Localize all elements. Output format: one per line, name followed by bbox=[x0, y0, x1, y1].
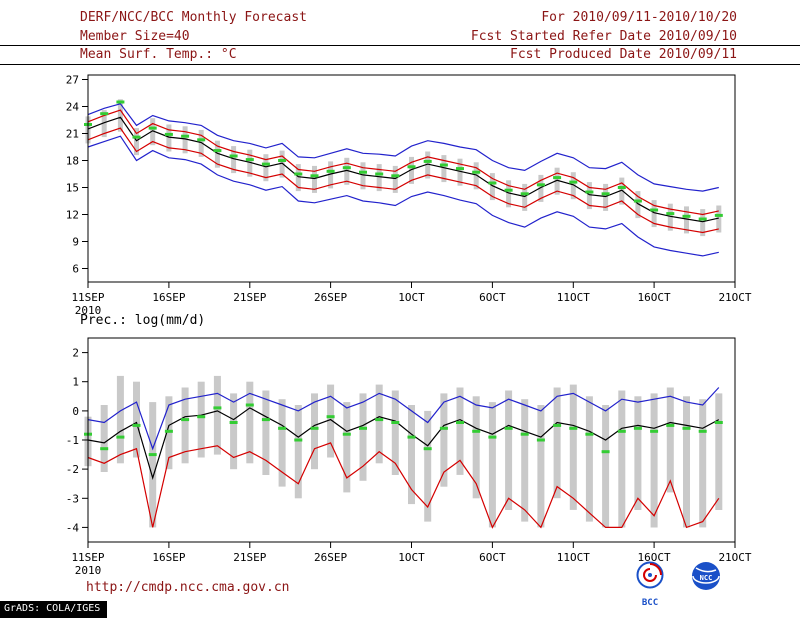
x-tick-label: 6OCT bbox=[479, 291, 506, 304]
x-tick-label: 6OCT bbox=[479, 551, 506, 564]
precip-chart-title: Prec.: log(mm/d) bbox=[80, 313, 206, 328]
x-tick-label: 21OCT bbox=[718, 551, 751, 564]
quartile-lower bbox=[87, 127, 719, 234]
x-tick-label: 16SEP bbox=[152, 291, 185, 304]
x-tick-label: 11SEP bbox=[71, 551, 104, 564]
envelope-lower bbox=[87, 442, 720, 529]
ncc-logo: NCC bbox=[684, 560, 728, 598]
ncc-globe-icon: NCC bbox=[692, 562, 720, 590]
x-tick-label: 1OCT bbox=[398, 291, 425, 304]
fcst-produced-label: Fcst Produced Date 2010/09/11 bbox=[510, 47, 737, 62]
median bbox=[87, 407, 720, 480]
y-tick-label: -1 bbox=[66, 434, 79, 447]
x-tick-label: 26SEP bbox=[314, 291, 347, 304]
fcst-started-label: Fcst Started Refer Date 2010/09/10 bbox=[470, 29, 737, 44]
header-divider-2 bbox=[0, 64, 800, 65]
source-url: http://cmdp.ncc.cma.gov.cn bbox=[86, 580, 290, 595]
x-tick-label: 26SEP bbox=[314, 551, 347, 564]
forecast-range-label: For 2010/09/11-2010/10/20 bbox=[541, 10, 737, 25]
member-spread bbox=[84, 375, 723, 528]
y-tick-label: 0 bbox=[72, 405, 79, 418]
y-tick-label: -4 bbox=[66, 521, 80, 534]
y-tick-label: 21 bbox=[66, 128, 79, 141]
ensemble-mean-marks bbox=[84, 100, 723, 221]
bcc-swirl-icon bbox=[636, 561, 664, 589]
x-tick-label: 11SEP bbox=[71, 291, 104, 304]
envelope-upper bbox=[87, 103, 719, 192]
y-axis: 2 1 0 -1 -2 -3 -4 bbox=[66, 347, 88, 534]
x-tick-label: 16OCT bbox=[638, 551, 671, 564]
header-divider-1 bbox=[0, 45, 800, 46]
bcc-logo: BCC bbox=[628, 560, 672, 608]
y-tick-label: 9 bbox=[72, 236, 79, 249]
member-size-label: Member Size=40 bbox=[80, 29, 190, 44]
ncc-logo-label: NCC bbox=[700, 574, 713, 582]
y-tick-label: 27 bbox=[66, 74, 79, 87]
y-tick-label: 1 bbox=[72, 376, 79, 389]
y-tick-label: -2 bbox=[66, 463, 79, 476]
y-tick-label: 6 bbox=[72, 263, 79, 276]
x-tick-label: 1OCT bbox=[398, 551, 425, 564]
y-tick-label: -3 bbox=[66, 492, 79, 505]
y-tick-label: 12 bbox=[66, 209, 79, 222]
y-tick-label: 24 bbox=[66, 101, 80, 114]
x-sub-label: 2010 bbox=[75, 304, 102, 314]
x-tick-label: 11OCT bbox=[557, 551, 590, 564]
x-tick-label: 16SEP bbox=[152, 551, 185, 564]
variable-label: Mean Surf. Temp.: °C bbox=[80, 47, 237, 62]
x-sub-label: 2010 bbox=[75, 564, 102, 577]
y-axis: 27 24 21 18 15 12 9 6 bbox=[66, 74, 88, 276]
y-tick-label: 15 bbox=[66, 182, 79, 195]
grads-credit: GrADS: COLA/IGES bbox=[0, 601, 108, 618]
y-tick-label: 2 bbox=[72, 347, 79, 360]
x-tick-label: 21SEP bbox=[233, 551, 266, 564]
x-tick-label: 11OCT bbox=[557, 291, 590, 304]
median bbox=[87, 116, 719, 223]
bcc-logo-label: BCC bbox=[641, 598, 659, 608]
ensemble-mean-marks bbox=[84, 403, 723, 457]
page-title: DERF/NCC/BCC Monthly Forecast bbox=[80, 10, 307, 25]
x-tick-label: 16OCT bbox=[638, 291, 671, 304]
member-spread bbox=[85, 99, 722, 237]
x-tick-label: 21SEP bbox=[233, 291, 266, 304]
y-tick-label: 18 bbox=[66, 155, 79, 168]
envelope-lower bbox=[87, 135, 719, 257]
x-tick-label: 21OCT bbox=[718, 291, 751, 304]
quartile-upper bbox=[87, 109, 719, 216]
envelope-upper bbox=[87, 387, 720, 451]
